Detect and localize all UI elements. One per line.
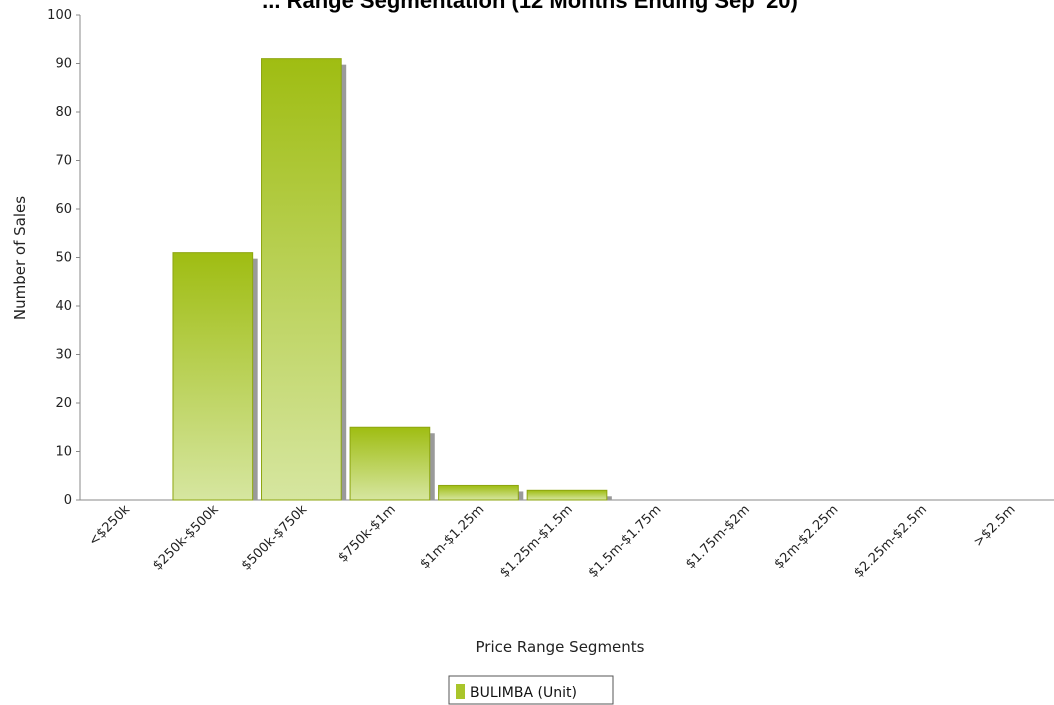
x-tick-label: $1m-$1.25m — [417, 502, 487, 572]
y-tick-label: 10 — [55, 445, 72, 460]
y-tick-label: 90 — [55, 57, 72, 72]
x-tick-label: $1.5m-$1.75m — [586, 502, 665, 581]
legend-label: BULIMBA (Unit) — [470, 685, 577, 701]
x-tick-label: <$250k — [86, 502, 133, 549]
bar — [526, 489, 608, 501]
legend: BULIMBA (Unit) — [448, 675, 614, 705]
x-tick-label: $1.25m-$1.5m — [497, 502, 576, 581]
y-axis-title: Number of Sales — [11, 196, 29, 320]
legend-swatch — [456, 684, 465, 699]
x-tick-label: $2.25m-$2.5m — [851, 502, 930, 581]
legend-box — [448, 675, 614, 705]
y-tick-label: 60 — [55, 202, 72, 217]
y-tick-label: 30 — [55, 348, 72, 363]
y-tick-label: 70 — [55, 154, 72, 169]
bar — [261, 58, 342, 501]
y-tick-label: 40 — [55, 299, 72, 314]
y-tick-label: 80 — [55, 105, 72, 120]
bar — [438, 484, 519, 501]
x-tick-label: >$2.5m — [971, 502, 1019, 550]
x-tick-label: $500k-$750k — [239, 502, 311, 574]
y-tick-label: 100 — [47, 8, 72, 23]
chart-title: ... Range Segmentation (12 Months Ending… — [262, 0, 798, 13]
bar — [349, 426, 431, 501]
bar — [172, 252, 254, 501]
y-tick-label: 50 — [55, 251, 72, 266]
x-tick-label: $1.75m-$2m — [683, 502, 753, 572]
y-tick-label: 20 — [55, 396, 72, 411]
x-tick-label: $750k-$1m — [335, 502, 398, 565]
x-axis-title: Price Range Segments — [476, 638, 645, 656]
y-tick-label: 0 — [64, 493, 72, 508]
x-tick-label: $250k-$500k — [150, 502, 222, 574]
x-tick-label: $2m-$2.25m — [772, 502, 842, 572]
